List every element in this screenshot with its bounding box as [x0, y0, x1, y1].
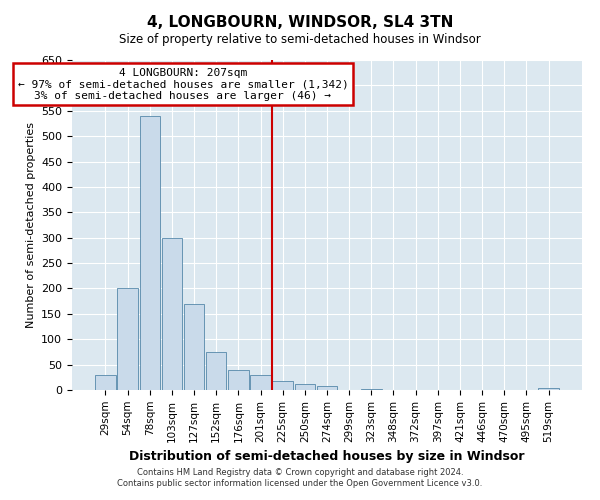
- Bar: [272, 381, 293, 390]
- X-axis label: Distribution of semi-detached houses by size in Windsor: Distribution of semi-detached houses by …: [129, 450, 525, 463]
- Text: Contains HM Land Registry data © Crown copyright and database right 2024.
Contai: Contains HM Land Registry data © Crown c…: [118, 468, 482, 487]
- Bar: [184, 304, 204, 390]
- Text: 4, LONGBOURN, WINDSOR, SL4 3TN: 4, LONGBOURN, WINDSOR, SL4 3TN: [147, 15, 453, 30]
- Bar: [95, 375, 116, 390]
- Bar: [161, 238, 182, 390]
- Bar: [538, 388, 559, 390]
- Bar: [228, 370, 248, 390]
- Text: Size of property relative to semi-detached houses in Windsor: Size of property relative to semi-detach…: [119, 32, 481, 46]
- Text: 4 LONGBOURN: 207sqm
← 97% of semi-detached houses are smaller (1,342)
3% of semi: 4 LONGBOURN: 207sqm ← 97% of semi-detach…: [17, 68, 349, 101]
- Y-axis label: Number of semi-detached properties: Number of semi-detached properties: [26, 122, 35, 328]
- Bar: [317, 386, 337, 390]
- Bar: [206, 352, 226, 390]
- Bar: [250, 375, 271, 390]
- Bar: [295, 384, 315, 390]
- Bar: [140, 116, 160, 390]
- Bar: [118, 288, 138, 390]
